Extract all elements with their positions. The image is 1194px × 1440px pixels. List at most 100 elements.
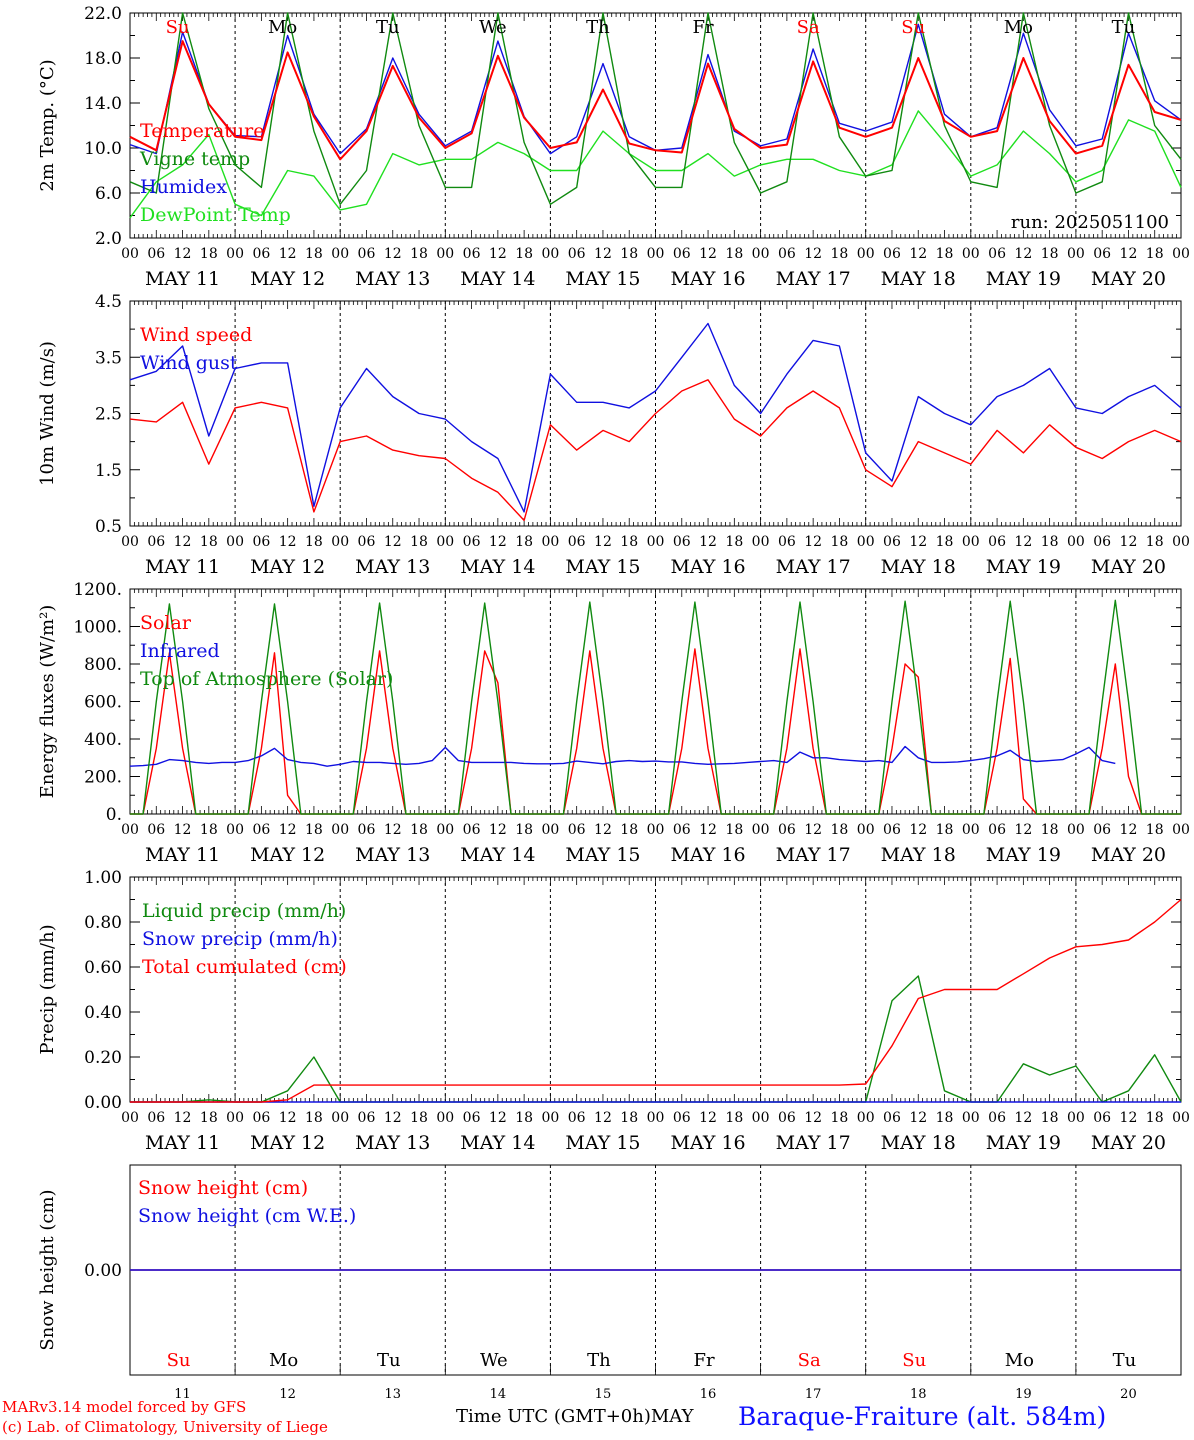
hour-label: 12	[699, 246, 717, 262]
hour-label: 12	[174, 1110, 192, 1126]
hour-label: 12	[909, 246, 927, 262]
y-tick-label: 800.	[84, 655, 122, 675]
day-name-top: Su	[901, 17, 925, 38]
hour-label: 06	[147, 1110, 165, 1126]
hour-label: 06	[673, 1110, 691, 1126]
y-tick-label: 1.00	[84, 868, 122, 888]
hour-label: 00	[331, 822, 349, 838]
day-name-top: Sa	[797, 17, 820, 38]
date-label: MAY 20	[1091, 844, 1166, 866]
hour-label: 12	[279, 246, 297, 262]
hour-label: 06	[252, 534, 270, 550]
hour-label: 00	[1067, 1110, 1085, 1126]
hour-label: 00	[752, 534, 770, 550]
hour-label: 00	[226, 246, 244, 262]
hour-label: 06	[1093, 1110, 1111, 1126]
day-number: 14	[490, 1387, 507, 1402]
hour-label: 00	[541, 822, 559, 838]
hour-label: 12	[804, 1110, 822, 1126]
legend-snow-precip-mm-h-: Snow precip (mm/h)	[142, 928, 338, 950]
y-tick-label: 0.00	[84, 1093, 122, 1113]
day-name-bottom: Mo	[269, 1350, 298, 1371]
hour-label: 00	[962, 822, 980, 838]
hour-label: 06	[147, 822, 165, 838]
hour-label: 18	[410, 246, 428, 262]
day-name-top: Mo	[268, 17, 297, 38]
hour-label: 18	[200, 246, 218, 262]
date-label: MAY 14	[460, 1132, 535, 1154]
hour-label: 18	[1041, 534, 1059, 550]
hour-label: 00	[1172, 534, 1190, 550]
legend-dewpoint-temp: DewPoint Temp	[140, 204, 291, 226]
hour-label: 12	[804, 246, 822, 262]
day-name-top: Tu	[376, 17, 400, 38]
hour-label: 00	[857, 1110, 875, 1126]
day-name-bottom: Sa	[798, 1350, 821, 1371]
hour-label: 06	[778, 534, 796, 550]
hour-label: 06	[673, 822, 691, 838]
hour-label: 18	[305, 534, 323, 550]
date-label: MAY 17	[776, 556, 851, 578]
hour-label: 18	[725, 822, 743, 838]
date-label: MAY 11	[145, 1132, 220, 1154]
hour-label: 12	[279, 1110, 297, 1126]
hour-label: 00	[752, 822, 770, 838]
hour-label: 06	[568, 822, 586, 838]
hour-label: 06	[778, 822, 796, 838]
series-line-vigne-temp	[129, 12, 1182, 206]
date-label: MAY 15	[565, 1132, 640, 1154]
hour-label: 12	[174, 822, 192, 838]
hour-label: 12	[909, 822, 927, 838]
hour-label: 18	[515, 246, 533, 262]
hour-label: 00	[962, 1110, 980, 1126]
hour-label: 18	[936, 246, 954, 262]
hour-label: 18	[725, 246, 743, 262]
hour-label: 00	[436, 1110, 454, 1126]
day-name-bottom: Su	[902, 1350, 926, 1371]
hour-label: 00	[962, 534, 980, 550]
hour-label: 06	[673, 246, 691, 262]
day-name-bottom: Th	[587, 1350, 611, 1371]
hour-label: 18	[936, 534, 954, 550]
date-label: MAY 16	[670, 268, 745, 290]
date-label: MAY 18	[881, 1132, 956, 1154]
credit-line-model: MARv3.14 model forced by GFS	[2, 1398, 247, 1416]
month-label: MAY	[650, 1406, 694, 1427]
hour-label: 00	[647, 1110, 665, 1126]
legend-total-cumulated-cm-: Total cumulated (cm)	[142, 956, 347, 978]
day-name-bottom: Fr	[694, 1350, 715, 1371]
hour-label: 18	[410, 822, 428, 838]
hour-label: 18	[725, 1110, 743, 1126]
date-label: MAY 16	[670, 556, 745, 578]
hour-label: 00	[857, 534, 875, 550]
date-label: MAY 18	[881, 268, 956, 290]
y-tick-label: 0.80	[84, 913, 122, 933]
hour-label: 18	[620, 534, 638, 550]
day-name-top: We	[479, 17, 507, 38]
y-tick-label: 0.	[106, 805, 122, 825]
hour-label: 12	[489, 246, 507, 262]
hour-label: 06	[778, 1110, 796, 1126]
credit-line-lab: (c) Lab. of Climatology, University of L…	[2, 1418, 328, 1436]
legend-snow-height-cm-w-e-: Snow height (cm W.E.)	[138, 1205, 356, 1227]
hour-label: 06	[988, 246, 1006, 262]
hour-label: 18	[1041, 246, 1059, 262]
hour-label: 06	[568, 1110, 586, 1126]
y-axis-label: Precip (mm/h)	[37, 924, 58, 1054]
hour-label: 00	[541, 534, 559, 550]
hour-label: 00	[857, 822, 875, 838]
date-label: MAY 12	[250, 556, 325, 578]
date-label: MAY 12	[250, 268, 325, 290]
day-name-top: Th	[586, 17, 610, 38]
y-tick-label: 0.60	[84, 958, 122, 978]
hour-label: 00	[436, 822, 454, 838]
hour-label: 06	[463, 534, 481, 550]
day-number: 20	[1120, 1387, 1137, 1402]
hour-label: 00	[1172, 246, 1190, 262]
y-tick-label: 3.5	[95, 348, 122, 368]
date-label: MAY 12	[250, 1132, 325, 1154]
hour-label: 06	[988, 822, 1006, 838]
day-number: 12	[279, 1387, 296, 1402]
hour-label: 18	[936, 1110, 954, 1126]
date-label: MAY 14	[460, 556, 535, 578]
